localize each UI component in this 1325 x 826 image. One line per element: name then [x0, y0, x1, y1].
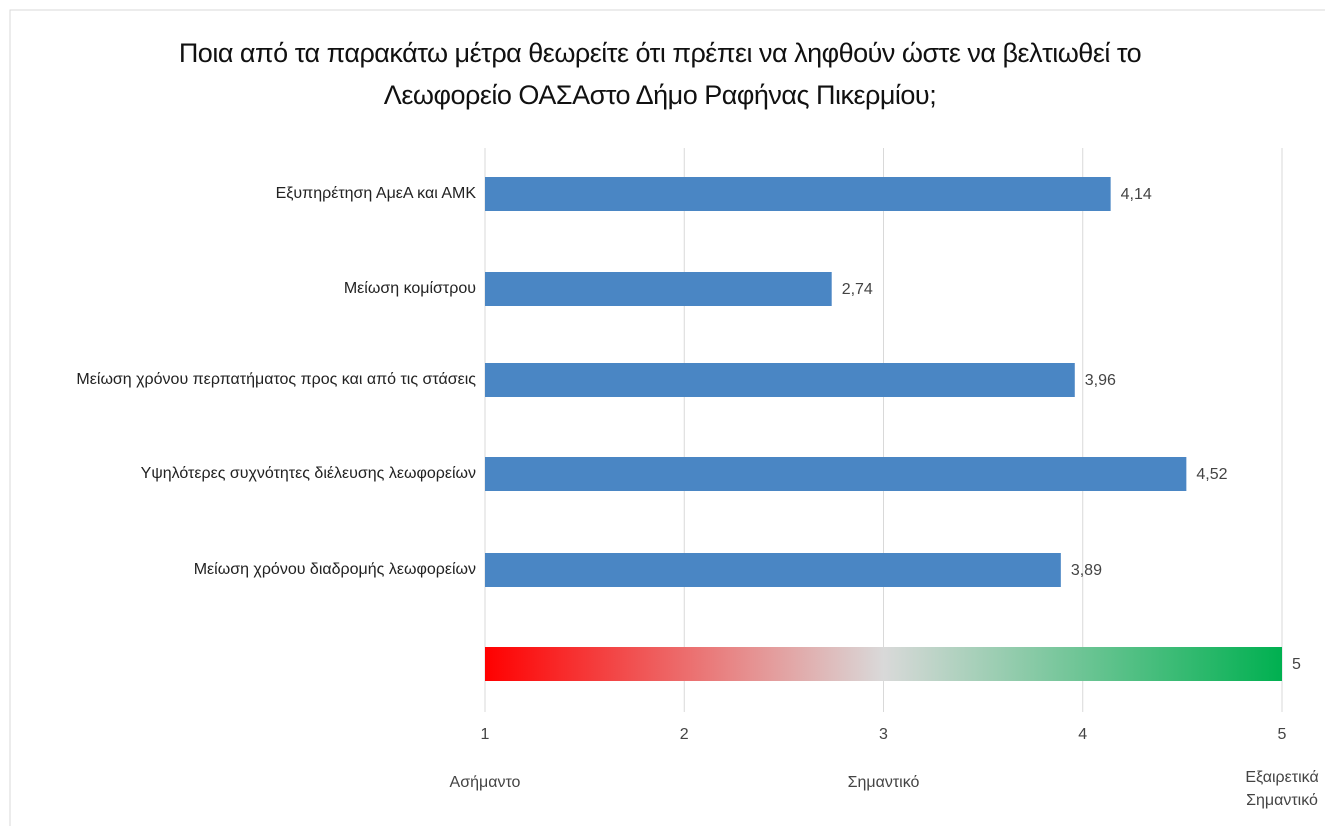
- bar: [485, 553, 1061, 587]
- value-label: 5: [1292, 656, 1301, 673]
- bar: [485, 363, 1075, 397]
- bar: [485, 272, 832, 306]
- value-label: 4,52: [1196, 466, 1227, 483]
- x-tick-label: 3: [879, 726, 888, 743]
- value-label: 3,89: [1071, 562, 1102, 579]
- scale-label: Εξαιρετικά Σημαντικό: [1245, 769, 1319, 809]
- chart-title: Ποια από τα παρακάτω μέτρα θεωρείτε ότι …: [178, 38, 1142, 110]
- x-tick-label: 4: [1078, 726, 1087, 743]
- value-label: 2,74: [842, 281, 873, 298]
- category-label: Εξυπηρέτηση ΑμεΑ και ΑΜΚ: [275, 185, 476, 202]
- bar: [485, 457, 1187, 491]
- bar: [485, 177, 1111, 211]
- x-tick-label: 5: [1278, 726, 1287, 743]
- scale-bar: [485, 647, 1282, 681]
- category-label: Μείωση χρόνου περπατήματος προς και από …: [76, 371, 476, 388]
- value-label: 4,14: [1121, 186, 1152, 203]
- x-tick-label: 1: [481, 726, 490, 743]
- scale-label: Σημαντικό: [847, 774, 920, 791]
- category-label: Υψηλότερες συχνότητες διέλευσης λεωφορεί…: [140, 465, 476, 482]
- value-label: 3,96: [1085, 372, 1116, 389]
- x-tick-label: 2: [680, 726, 689, 743]
- scale-label: Ασήμαντο: [449, 774, 521, 791]
- category-label: Μείωση χρόνου διαδρομής λεωφορείων: [193, 561, 476, 578]
- category-label: Μείωση κομίστρου: [343, 280, 476, 297]
- chart-border: [9, 9, 1325, 826]
